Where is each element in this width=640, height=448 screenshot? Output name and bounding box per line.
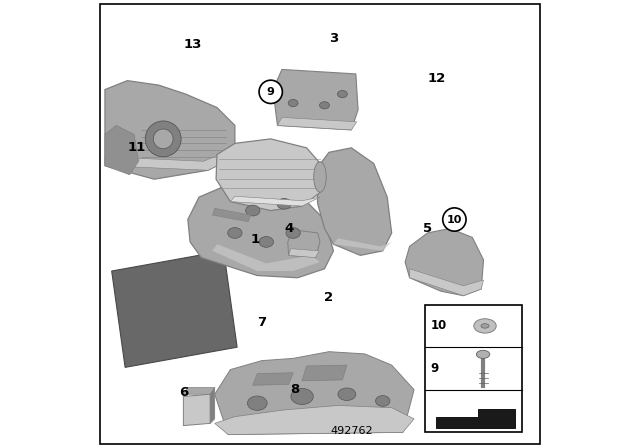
Ellipse shape [476,350,490,358]
Polygon shape [333,238,392,251]
Ellipse shape [337,90,348,98]
Text: 9: 9 [431,362,439,375]
Text: 9: 9 [267,87,275,97]
Ellipse shape [228,228,242,238]
Ellipse shape [286,228,300,238]
Polygon shape [105,150,235,170]
Text: 4: 4 [284,222,293,235]
Circle shape [154,129,173,149]
Polygon shape [184,388,215,394]
Polygon shape [215,405,414,435]
Text: 8: 8 [291,383,300,396]
Polygon shape [425,344,477,356]
Ellipse shape [246,205,260,216]
Circle shape [259,80,282,103]
Ellipse shape [259,237,273,247]
Polygon shape [253,373,293,385]
Text: 10: 10 [431,319,447,332]
Ellipse shape [376,396,390,406]
Polygon shape [289,249,319,258]
Text: 6: 6 [179,385,188,399]
Text: 3: 3 [329,31,338,45]
Text: 10: 10 [447,215,462,224]
Text: 1: 1 [250,233,260,246]
Circle shape [443,208,466,231]
Text: 2: 2 [324,291,333,305]
Text: 7: 7 [257,316,266,329]
Polygon shape [405,228,484,296]
Ellipse shape [474,319,496,333]
Polygon shape [302,365,347,381]
Ellipse shape [338,388,356,401]
Circle shape [145,121,181,157]
Polygon shape [212,208,251,222]
Polygon shape [316,148,392,255]
Polygon shape [273,69,358,130]
Text: 492762: 492762 [330,426,372,436]
Text: 11: 11 [127,141,145,155]
Polygon shape [212,244,320,271]
Ellipse shape [314,162,326,192]
Ellipse shape [319,102,330,109]
Polygon shape [188,184,333,278]
Ellipse shape [277,198,291,209]
Polygon shape [105,81,235,179]
Ellipse shape [288,99,298,107]
FancyBboxPatch shape [425,305,522,432]
Ellipse shape [291,388,314,405]
Text: 13: 13 [183,38,202,52]
Polygon shape [278,117,356,130]
Ellipse shape [481,323,489,328]
Polygon shape [105,125,139,175]
Polygon shape [216,139,323,211]
Polygon shape [184,394,210,426]
Polygon shape [288,230,320,258]
Ellipse shape [248,396,267,410]
Polygon shape [210,388,215,423]
Polygon shape [112,251,237,367]
Polygon shape [215,352,414,435]
Polygon shape [230,196,320,206]
Text: 5: 5 [423,222,432,235]
Polygon shape [436,409,515,428]
Text: 12: 12 [428,72,445,85]
Polygon shape [410,269,484,296]
